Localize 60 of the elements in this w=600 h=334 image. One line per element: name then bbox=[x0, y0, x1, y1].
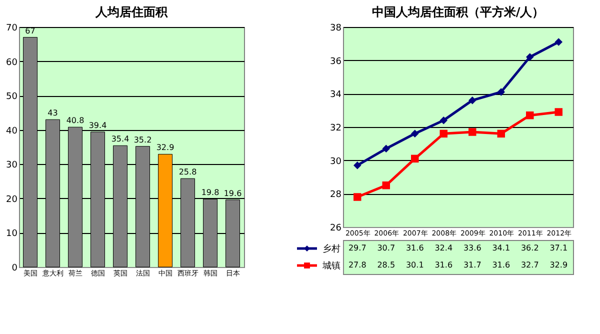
y-tick-label: 26 bbox=[330, 224, 342, 234]
chart-title: 人均居住面积 bbox=[94, 5, 168, 19]
data-label: 31.6 bbox=[434, 260, 453, 270]
y-tick-label: 36 bbox=[330, 56, 342, 67]
data-label: 36.2 bbox=[520, 244, 539, 252]
data-label: 30.7 bbox=[377, 244, 396, 252]
y-tick-label: 20 bbox=[6, 194, 18, 205]
data-label: 32.4 bbox=[434, 244, 453, 252]
data-label: 37.1 bbox=[550, 244, 568, 252]
data-label: 27.8 bbox=[348, 260, 366, 270]
point bbox=[526, 111, 534, 120]
point bbox=[497, 88, 505, 96]
y-tick-label: 10 bbox=[6, 229, 18, 240]
data-label: 28.5 bbox=[377, 260, 396, 270]
y-tick-label: 38 bbox=[330, 24, 342, 34]
point bbox=[468, 96, 476, 104]
y-tick-label: 34 bbox=[330, 90, 342, 100]
data-label: 25.8 bbox=[178, 168, 197, 177]
data-label: 39.4 bbox=[88, 120, 107, 130]
point bbox=[354, 193, 362, 201]
data-label: 34.1 bbox=[492, 244, 510, 252]
data-label: 19.6 bbox=[224, 188, 242, 198]
legend-label: 乡村 bbox=[322, 244, 340, 254]
point bbox=[382, 181, 390, 190]
y-tick-label: 0 bbox=[12, 264, 18, 274]
data-label: 32.9 bbox=[156, 143, 174, 152]
y-tick-label: 30 bbox=[6, 160, 18, 171]
y-tick-label: 60 bbox=[6, 58, 18, 68]
data-label: 31.6 bbox=[492, 260, 510, 270]
point bbox=[382, 144, 390, 153]
y-tick-label: 30 bbox=[330, 156, 342, 167]
point bbox=[411, 130, 419, 138]
data-label: 30.1 bbox=[406, 260, 424, 270]
y-tick-label: 40 bbox=[6, 126, 18, 136]
point bbox=[468, 128, 476, 136]
data-label: 35.4 bbox=[111, 134, 130, 144]
chart-title: 中国人均居住面积（平方米/人） bbox=[372, 5, 544, 19]
data-label: 40.8 bbox=[66, 116, 84, 126]
y-tick-label: 32 bbox=[330, 124, 342, 134]
point bbox=[440, 116, 448, 124]
point bbox=[354, 161, 362, 170]
point bbox=[440, 130, 448, 138]
y-tick-label: 70 bbox=[6, 24, 18, 34]
point bbox=[411, 154, 419, 163]
point bbox=[554, 108, 562, 116]
data-label: 33.6 bbox=[463, 244, 482, 252]
data-label: 31.7 bbox=[463, 260, 482, 270]
data-label: 32.7 bbox=[520, 260, 539, 270]
data-label: 29.7 bbox=[348, 244, 366, 252]
y-tick-label: 28 bbox=[330, 190, 342, 200]
data-label: 35.2 bbox=[134, 135, 152, 144]
point bbox=[497, 130, 505, 138]
point bbox=[526, 53, 534, 61]
data-label: 32.9 bbox=[550, 260, 568, 270]
data-label: 43 bbox=[48, 108, 58, 118]
y-tick-label: 50 bbox=[6, 92, 18, 102]
data-label: 19.8 bbox=[201, 188, 220, 198]
legend-label: 城镇 bbox=[322, 260, 340, 272]
point bbox=[554, 38, 562, 46]
data-label: 31.6 bbox=[406, 244, 424, 252]
